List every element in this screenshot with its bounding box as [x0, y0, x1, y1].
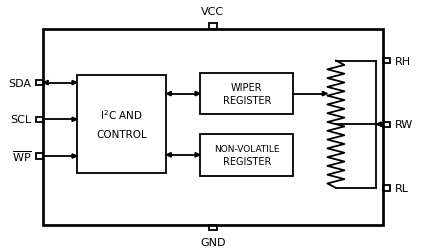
- Bar: [77, 76, 166, 173]
- Polygon shape: [72, 81, 77, 85]
- Bar: [200, 74, 293, 115]
- Text: REGISTER: REGISTER: [222, 95, 271, 105]
- Polygon shape: [72, 118, 77, 122]
- Bar: [383, 59, 390, 64]
- Bar: [209, 24, 217, 29]
- Polygon shape: [195, 92, 200, 97]
- Bar: [383, 185, 390, 191]
- Text: SCL: SCL: [10, 115, 32, 125]
- Bar: [209, 225, 217, 230]
- Text: RW: RW: [394, 120, 413, 130]
- Polygon shape: [166, 153, 172, 158]
- Polygon shape: [43, 81, 48, 85]
- Bar: [200, 135, 293, 176]
- Text: CONTROL: CONTROL: [96, 130, 147, 139]
- Text: SDA: SDA: [8, 78, 32, 88]
- Polygon shape: [72, 154, 77, 159]
- Text: VCC: VCC: [201, 7, 225, 17]
- Polygon shape: [322, 92, 327, 97]
- Bar: [35, 117, 43, 122]
- Text: $\overline{\mathrm{WP}}$: $\overline{\mathrm{WP}}$: [12, 149, 32, 164]
- Text: I$^2$C AND: I$^2$C AND: [100, 108, 143, 122]
- Polygon shape: [195, 153, 200, 158]
- Text: NON-VOLATILE: NON-VOLATILE: [214, 145, 280, 153]
- Bar: [383, 122, 390, 128]
- Text: RH: RH: [394, 56, 410, 66]
- Bar: [43, 29, 383, 225]
- Text: REGISTER: REGISTER: [222, 156, 271, 166]
- Polygon shape: [376, 122, 381, 127]
- Text: WIPER: WIPER: [231, 83, 263, 93]
- Text: GND: GND: [200, 237, 226, 247]
- Bar: [35, 81, 43, 86]
- Polygon shape: [166, 92, 172, 97]
- Bar: [35, 154, 43, 159]
- Text: RL: RL: [394, 183, 408, 193]
